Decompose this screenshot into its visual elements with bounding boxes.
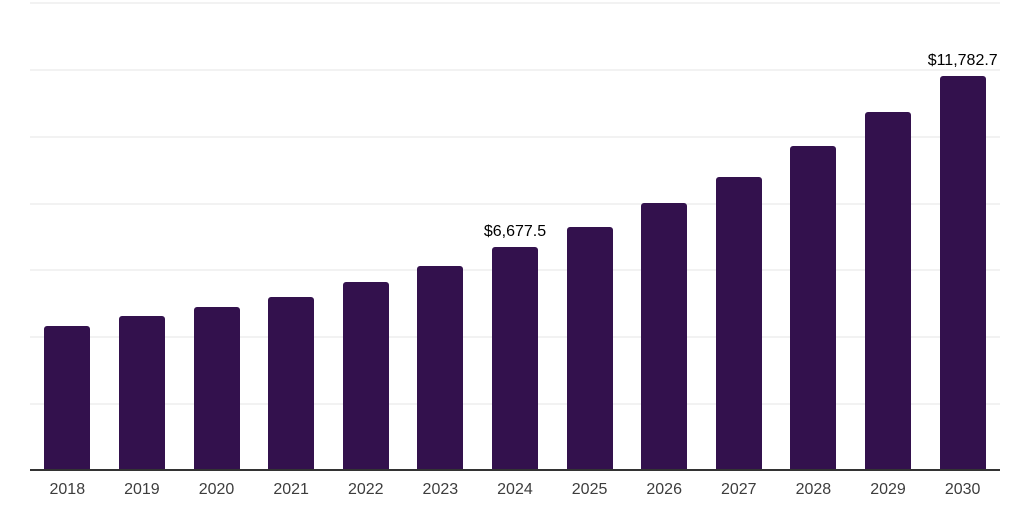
bar-2020 [193, 306, 240, 470]
x-tick-label-2024: 2024 [497, 481, 533, 498]
bar-2025 [566, 227, 613, 470]
x-axis: 2018 2019 2020 2021 2022 2023 2024 2025 2026 2027… [30, 482, 1000, 498]
x-tick-label-2026: 2026 [646, 481, 682, 498]
gridline [30, 202, 1000, 205]
x-tick-label-2018: 2018 [49, 481, 86, 498]
bar-2024 [492, 246, 538, 470]
bar-2022 [342, 282, 389, 470]
bar-2028 [790, 146, 837, 470]
bar-2019 [118, 315, 165, 470]
bar-2018 [44, 326, 91, 470]
x-tick-label-2020: 2020 [198, 481, 235, 498]
x-tick-label-2027: 2027 [720, 481, 757, 498]
bar-2030 [939, 76, 986, 470]
gridline [30, 135, 1000, 138]
gridline [30, 68, 1000, 71]
x-axis-line [30, 469, 1000, 471]
bar-2026 [641, 203, 688, 470]
x-tick-label-2023: 2023 [422, 481, 459, 498]
x-tick-label-2021: 2021 [273, 481, 309, 498]
bar-2027 [715, 176, 762, 470]
x-tick-label-2025: 2025 [571, 481, 608, 498]
x-tick-label-2019: 2019 [124, 481, 160, 498]
bar-value-label-2030: $11,782.7 [927, 52, 998, 70]
bar-2021 [268, 297, 315, 470]
bar-2023 [417, 265, 464, 470]
bar-value-label-2024: $6,677.5 [483, 222, 547, 240]
bar-2029 [865, 111, 912, 470]
bars: $6,677.5 $11,782.7 [30, 2, 1000, 470]
x-tick-label-2028: 2028 [795, 481, 832, 498]
gridline [30, 2, 1000, 4]
x-tick-label-2029: 2029 [870, 481, 906, 498]
x-tick-label-2030: 2030 [944, 481, 981, 498]
x-tick-label-2022: 2022 [347, 481, 384, 498]
plot-area: $6,677.5 $11,782.7 [30, 2, 1000, 470]
